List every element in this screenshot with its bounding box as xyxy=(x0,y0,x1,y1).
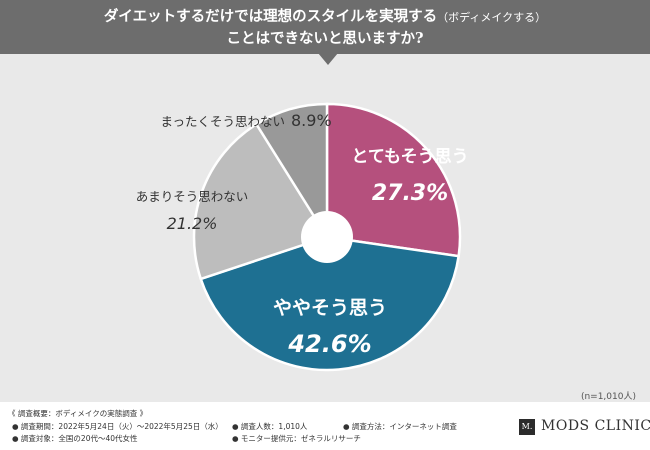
donut-slice xyxy=(325,102,462,258)
survey-footer: 《 調査概要：ボディメイクの実態調査 》 ● 調査期間：2022年5月24日（火… xyxy=(0,402,650,450)
donut-slice xyxy=(254,102,329,242)
title-line-1: ダイエットするだけでは理想のスタイルを実現する xyxy=(103,8,438,25)
mods-clinic-logo: M. MODS CLINIC xyxy=(519,418,650,438)
chart-title: ダイエットするだけでは理想のスタイルを実現する（ボディメイクする） ことはできな… xyxy=(0,6,650,49)
title-banner: ダイエットするだけでは理想のスタイルを実現する（ボディメイクする） ことはできな… xyxy=(0,0,650,54)
banner-pointer xyxy=(318,53,338,65)
slice-label: まったくそう思わない xyxy=(160,114,285,129)
logo-text: MODS CLINIC xyxy=(541,418,650,434)
slice-label: とてもそう思う xyxy=(351,147,468,167)
slice-value: 27.3% xyxy=(372,181,448,206)
donut-slice xyxy=(192,122,329,281)
title-paren: （ボディメイクする） xyxy=(437,11,547,24)
slice-label: あまりそう思わない xyxy=(136,189,249,204)
survey-provider: ● モニター提供元：ゼネラルリサーチ xyxy=(232,434,361,443)
slice-label: ややそう思う xyxy=(273,297,387,319)
sample-size-note: (n=1,010人) xyxy=(580,392,636,402)
title-line-2: ことはできないと思いますか? xyxy=(226,30,424,47)
donut-hole xyxy=(301,211,353,263)
donut-slice xyxy=(199,235,461,372)
slice-value: 21.2% xyxy=(167,214,218,233)
survey-period: ● 調査期間：2022年5月24日（火）～2022年5月25日（水） xyxy=(12,422,223,431)
logo-mark: M. xyxy=(519,419,535,435)
slice-value: 42.6% xyxy=(287,330,371,358)
slice-value: 8.9% xyxy=(291,111,332,130)
survey-count: ● 調査人数：1,010人 xyxy=(232,422,308,431)
survey-heading: 《 調査概要：ボディメイクの実態調査 》 xyxy=(8,409,148,418)
survey-method: ● 調査方法：インターネット調査 xyxy=(343,422,457,431)
donut-chart: とてもそう思う 27.3% ややそう思う 42.6% あまりそう思わない 21.2% まった… xyxy=(136,102,469,372)
survey-target: ● 調査対象：全国の20代～40代女性 xyxy=(12,434,138,443)
